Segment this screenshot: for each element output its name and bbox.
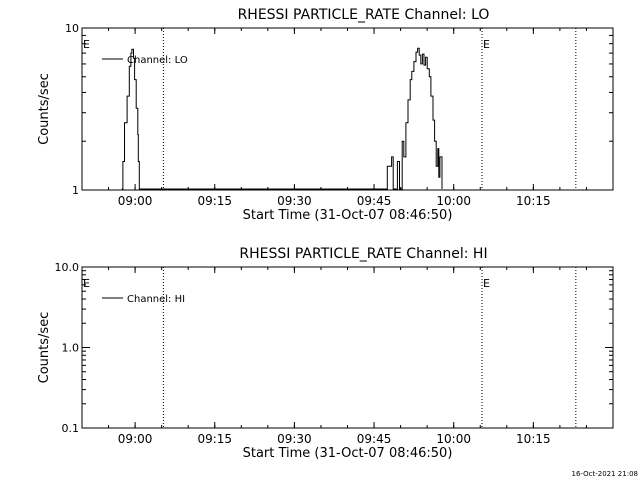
event-marker-e: E — [83, 38, 90, 51]
x-tick-label: 09:00 — [118, 432, 153, 446]
legend-label: Channel: HI — [127, 294, 185, 305]
event-marker-e: E — [83, 277, 90, 290]
panel-2: RHESSI PARTICLE_RATE Channel: HI 09:00 09:… — [37, 246, 614, 461]
y-tick-label: 1 — [72, 184, 79, 197]
y-axis-label: Counts/sec — [37, 73, 52, 145]
legend-label: Channel: LO — [127, 55, 188, 66]
x-tick-label: 09:15 — [197, 432, 232, 446]
y-axis-label: Counts/sec — [37, 312, 52, 384]
plot-frame — [81, 27, 614, 191]
x-tick-label: 10:00 — [436, 194, 471, 208]
y-tick-label: 10.0 — [55, 261, 80, 274]
event-marker-e: E — [483, 277, 490, 290]
x-axis-label: Start Time (31-Oct-07 08:46:50) — [243, 446, 453, 461]
series-line — [121, 47, 443, 190]
panel-1: RHESSI PARTICLE_RATE Channel: LO 09:00 09:… — [37, 7, 614, 223]
x-tick-label: 10:00 — [436, 432, 471, 446]
x-tick-label: 09:45 — [357, 194, 392, 208]
x-tick-label: 09:30 — [277, 194, 312, 208]
x-axis-label: Start Time (31-Oct-07 08:46:50) — [243, 208, 453, 223]
x-tick-label: 09:00 — [118, 194, 153, 208]
y-tick-label: 0.1 — [62, 422, 80, 435]
x-tick-label: 09:30 — [277, 432, 312, 446]
chart-title: RHESSI PARTICLE_RATE Channel: LO — [238, 7, 490, 23]
x-tick-label: 09:45 — [357, 432, 392, 446]
y-tick-label: 1.0 — [62, 342, 80, 355]
footer-timestamp: 16-Oct-2021 21:08 — [572, 470, 638, 478]
event-marker-e: E — [483, 38, 490, 51]
x-tick-label: 09:15 — [197, 194, 232, 208]
plot-frame — [81, 266, 614, 429]
chart-title: RHESSI PARTICLE_RATE Channel: HI — [239, 246, 487, 262]
x-tick-label: 10:15 — [516, 194, 551, 208]
x-tick-label: 10:15 — [516, 432, 551, 446]
y-tick-label: 10 — [65, 22, 79, 35]
